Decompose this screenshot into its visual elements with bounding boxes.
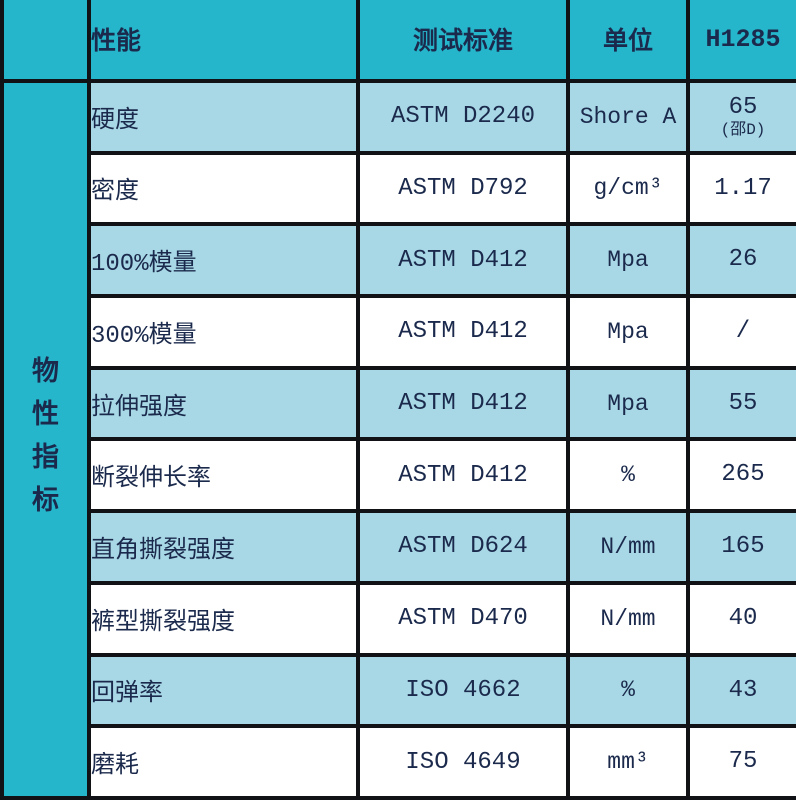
value-text: 40 <box>728 604 758 632</box>
standard-cell: ASTM D624 <box>356 509 570 585</box>
value-text: 26 <box>728 246 758 274</box>
unit-cell: g/cm³ <box>566 150 690 227</box>
unit-cell: Shore A <box>566 78 690 155</box>
table-row: 物性指标硬度 ASTM D2240 Shore A 65 (邵D) <box>0 78 796 800</box>
value-cell: 165 <box>686 509 796 585</box>
value-text: / <box>735 318 751 346</box>
standard-cell: ASTM D412 <box>356 293 570 370</box>
value-note: (邵D) <box>720 120 766 139</box>
performance-cell: 密度 <box>87 150 360 227</box>
table-row: 拉伸强度 ASTM D412 Mpa 55 <box>2 365 796 442</box>
value-cell: 75 <box>686 724 796 800</box>
standard-cell: ASTM D412 <box>356 222 570 298</box>
unit-cell: mm³ <box>566 724 690 800</box>
value-cell: 265 <box>686 437 796 514</box>
col-header-grade: H1285 <box>686 0 796 83</box>
table-row: 磨耗 ISO 4649 mm³ 75 <box>2 724 796 800</box>
corner-cell <box>0 0 91 83</box>
standard-cell: ASTM D2240 <box>356 78 570 155</box>
value-cell: 1.17 <box>686 150 796 227</box>
table-header-row: 性能 测试标准 单位 H1285 <box>0 0 796 83</box>
side-label-physical-properties: 物性指标 <box>0 78 91 800</box>
unit-cell: N/mm <box>566 580 690 657</box>
standard-cell: ASTM D412 <box>356 437 570 514</box>
standard-cell: ASTM D412 <box>356 365 570 442</box>
table-row: 裤型撕裂强度 ASTM D470 N/mm 40 <box>2 580 796 657</box>
value-text: 75 <box>728 748 758 776</box>
col-header-unit: 单位 <box>566 0 690 83</box>
unit-cell: Mpa <box>566 365 690 442</box>
value-cell: 65 (邵D) <box>686 78 796 155</box>
table-row: 断裂伸长率 ASTM D412 % 265 <box>2 437 796 514</box>
table-row: 100%模量 ASTM D412 Mpa 26 <box>2 222 796 298</box>
value-text: 1.17 <box>714 174 772 202</box>
value-cell: / <box>686 293 796 370</box>
table-row: 密度 ASTM D792 g/cm³ 1.17 <box>2 150 796 227</box>
table-row: 直角撕裂强度 ASTM D624 N/mm 165 <box>2 509 796 585</box>
value-text: 265 <box>721 461 765 489</box>
value-cell: 43 <box>686 652 796 729</box>
value-cell: 55 <box>686 365 796 442</box>
value-text: 43 <box>728 676 758 704</box>
value-text: 55 <box>728 389 758 417</box>
unit-cell: Mpa <box>566 293 690 370</box>
performance-cell: 裤型撕裂强度 <box>87 580 360 657</box>
value-text: 65 <box>728 94 758 122</box>
standard-cell: ASTM D792 <box>356 150 570 227</box>
performance-cell: 磨耗 <box>87 724 360 800</box>
table-row: 300%模量 ASTM D412 Mpa / <box>2 293 796 370</box>
col-header-standard: 测试标准 <box>356 0 570 83</box>
table-row: 回弹率 ISO 4662 % 43 <box>2 652 796 729</box>
standard-cell: ASTM D470 <box>356 580 570 657</box>
unit-cell: N/mm <box>566 509 690 585</box>
performance-cell: 100%模量 <box>87 222 360 298</box>
side-label-char: 标 <box>32 488 59 519</box>
col-header-performance: 性能 <box>87 0 360 83</box>
value-text: 165 <box>721 533 765 561</box>
unit-cell: % <box>566 652 690 729</box>
value-cell: 26 <box>686 222 796 298</box>
unit-cell: Mpa <box>566 222 690 298</box>
performance-cell: 回弹率 <box>87 652 360 729</box>
standard-cell: ISO 4662 <box>356 652 570 729</box>
performance-cell: 拉伸强度 <box>87 365 360 442</box>
value-cell: 40 <box>686 580 796 657</box>
unit-cell: % <box>566 437 690 514</box>
side-label-char: 物 <box>32 359 59 390</box>
performance-cell: 硬度 <box>87 78 360 155</box>
performance-cell: 直角撕裂强度 <box>87 509 360 585</box>
side-label-char: 指 <box>32 445 59 476</box>
performance-cell: 300%模量 <box>87 293 360 370</box>
performance-cell: 断裂伸长率 <box>87 437 360 514</box>
standard-cell: ISO 4649 <box>356 724 570 800</box>
side-label-char: 性 <box>32 402 59 433</box>
